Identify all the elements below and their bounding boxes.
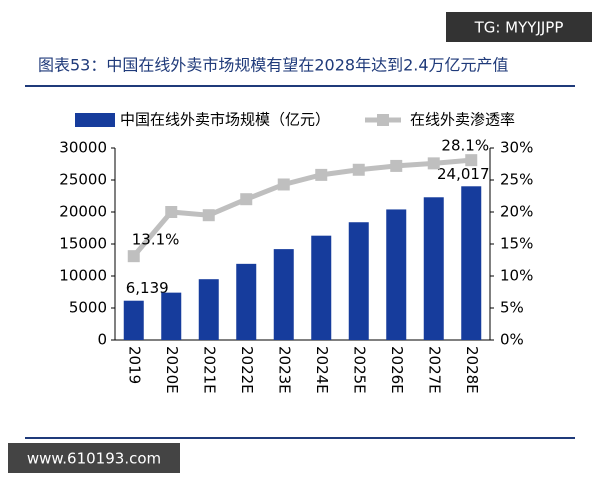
x-tick-label: 2021E	[200, 346, 218, 394]
marker	[202, 209, 215, 222]
data-label: 28.1%	[441, 137, 489, 155]
bar	[198, 279, 219, 340]
marker	[315, 168, 328, 181]
marker	[165, 206, 178, 218]
y-tick-label: 10000	[59, 267, 107, 285]
x-tick-label: 2022E	[238, 346, 256, 394]
bar	[423, 197, 444, 340]
line	[131, 157, 472, 258]
legend-label: 中国在线外卖市场规模（亿元）	[120, 111, 330, 129]
x-tick-label: 2026E	[388, 346, 406, 394]
chart-title: 图表53：中国在线外卖市场规模有望在2028年达到2.4万亿元产值	[38, 56, 509, 75]
y-tick-label: 30000	[59, 139, 107, 157]
bar	[311, 235, 332, 340]
x-tick-label: 2024E	[313, 346, 331, 394]
legend-swatch	[75, 113, 115, 127]
y-tick-label: 5000	[69, 299, 107, 317]
marker	[465, 154, 478, 167]
marker	[352, 163, 365, 176]
x-tick-label: 2025E	[350, 346, 368, 394]
bar	[236, 263, 257, 340]
marker	[127, 250, 140, 263]
y-tick-label: 15000	[59, 235, 107, 253]
watermark: TG: MYYJJPP	[474, 19, 564, 37]
bar	[461, 186, 482, 340]
watermark: www.610193.com	[27, 450, 161, 468]
marker	[240, 193, 253, 206]
bar	[386, 209, 407, 340]
bar	[273, 249, 294, 340]
bar	[348, 222, 369, 340]
y-tick-label: 20000	[59, 203, 107, 221]
y2-tick-label: 10%	[500, 267, 533, 285]
x-tick-label: 2027E	[425, 346, 443, 394]
y-tick-label: 25000	[59, 171, 107, 189]
data-label: 24,017	[437, 165, 490, 183]
legend-label: 在线外卖渗透率	[410, 111, 515, 129]
marker	[390, 159, 403, 172]
watermark-box	[8, 443, 180, 473]
bar	[123, 300, 144, 340]
marker	[427, 157, 440, 170]
x-tick-label: 2019	[125, 346, 143, 384]
y2-tick-label: 25%	[500, 171, 533, 189]
y2-tick-label: 5%	[500, 299, 524, 317]
x-tick-label: 2028E	[463, 346, 481, 394]
data-label: 6,139	[126, 279, 169, 297]
y2-tick-label: 15%	[500, 235, 533, 253]
y-tick-label: 0	[97, 331, 107, 349]
bar	[161, 292, 182, 340]
x-tick-label: 2020E	[163, 346, 181, 394]
y2-tick-label: 0%	[500, 331, 524, 349]
watermark-box	[446, 12, 592, 42]
y2-tick-label: 20%	[500, 203, 533, 221]
data-label: 13.1%	[132, 231, 180, 249]
legend-swatch	[377, 114, 389, 126]
x-tick-label: 2023E	[275, 346, 293, 394]
marker	[277, 178, 290, 191]
y2-tick-label: 30%	[500, 139, 533, 157]
